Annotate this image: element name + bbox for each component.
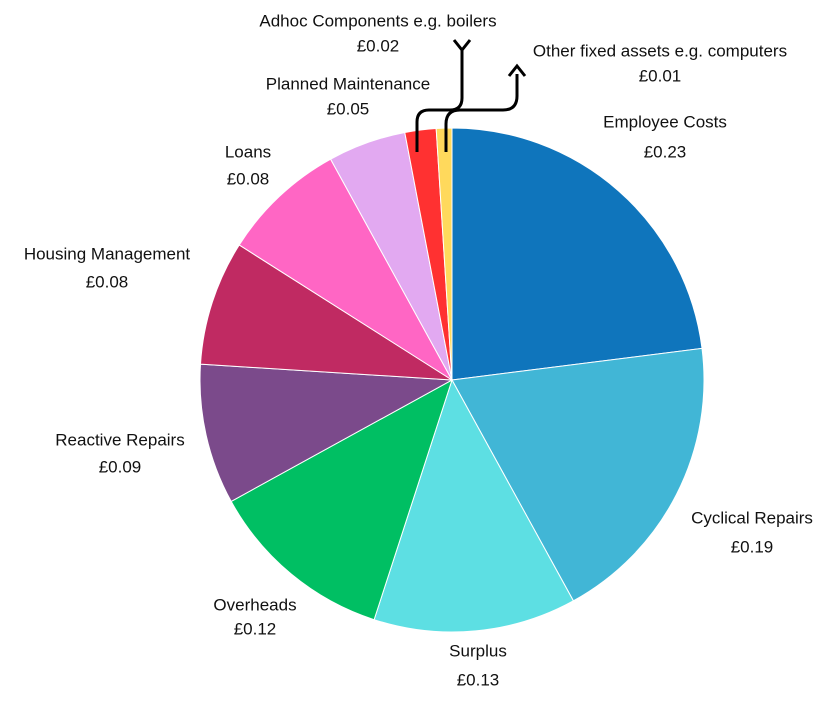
slice-label: Overheads	[213, 595, 296, 614]
arrow-head	[452, 39, 472, 53]
pie-slice	[199, 363, 454, 503]
pie-slice	[238, 158, 453, 381]
pie-slice	[451, 347, 705, 602]
slice-label: Adhoc Components e.g. boilers	[259, 11, 496, 30]
pie-slice	[230, 378, 453, 621]
pie-slice	[373, 378, 575, 633]
arrow-head	[507, 63, 527, 77]
slice-label: Reactive Repairs	[55, 430, 184, 449]
pie-slice	[451, 127, 703, 381]
value-label: £0.08	[86, 272, 129, 291]
value-label: £0.08	[227, 169, 270, 188]
slice-label: Planned Maintenance	[266, 74, 430, 93]
slice-label: Loans	[225, 142, 271, 161]
slice-label: Surplus	[449, 641, 507, 660]
leader-arrow	[444, 74, 519, 152]
value-label: £0.12	[234, 619, 277, 638]
value-label: £0.01	[639, 66, 682, 85]
slice-label: Housing Management	[24, 244, 191, 263]
leader-arrow	[415, 48, 464, 152]
value-label: £0.13	[457, 670, 500, 689]
value-label: £0.23	[644, 142, 687, 161]
slice-label: Cyclical Repairs	[691, 508, 813, 527]
pie-slice	[199, 244, 453, 381]
slices	[199, 127, 705, 633]
slice-label: Employee Costs	[603, 112, 727, 131]
pie-slice	[435, 127, 453, 381]
value-label: £0.02	[357, 36, 400, 55]
value-label: £0.05	[327, 99, 370, 118]
slice-label: Other fixed assets e.g. computers	[533, 41, 787, 60]
value-label: £0.19	[731, 537, 774, 556]
value-label: £0.09	[99, 457, 142, 476]
